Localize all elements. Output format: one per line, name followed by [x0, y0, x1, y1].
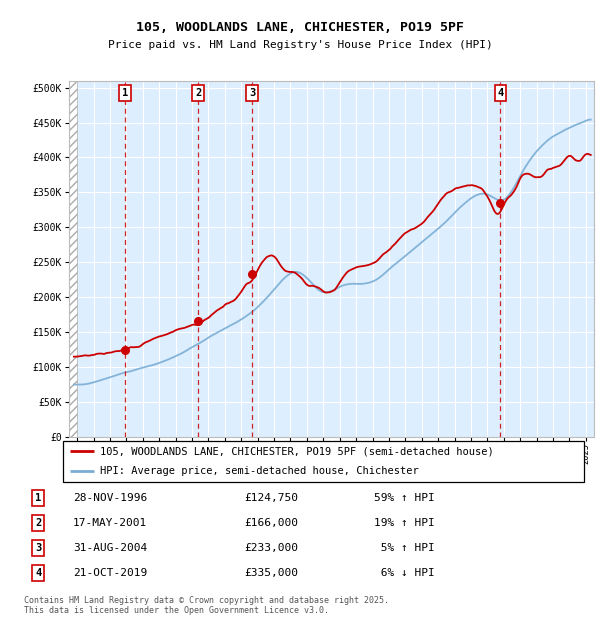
Text: 4: 4 [497, 88, 503, 98]
Text: Contains HM Land Registry data © Crown copyright and database right 2025.
This d: Contains HM Land Registry data © Crown c… [24, 596, 389, 615]
Text: HPI: Average price, semi-detached house, Chichester: HPI: Average price, semi-detached house,… [100, 466, 418, 476]
Text: 28-NOV-1996: 28-NOV-1996 [73, 493, 147, 503]
Text: 2: 2 [195, 88, 201, 98]
Text: 59% ↑ HPI: 59% ↑ HPI [374, 493, 434, 503]
Text: £124,750: £124,750 [244, 493, 298, 503]
Text: 17-MAY-2001: 17-MAY-2001 [73, 518, 147, 528]
Text: £233,000: £233,000 [244, 543, 298, 553]
Text: 19% ↑ HPI: 19% ↑ HPI [374, 518, 434, 528]
Text: 21-OCT-2019: 21-OCT-2019 [73, 569, 147, 578]
Text: 6% ↓ HPI: 6% ↓ HPI [374, 569, 434, 578]
Text: £335,000: £335,000 [244, 569, 298, 578]
FancyBboxPatch shape [62, 441, 584, 482]
Text: 5% ↑ HPI: 5% ↑ HPI [374, 543, 434, 553]
Text: £166,000: £166,000 [244, 518, 298, 528]
Bar [69, 81, 77, 437]
Text: 105, WOODLANDS LANE, CHICHESTER, PO19 5PF (semi-detached house): 105, WOODLANDS LANE, CHICHESTER, PO19 5P… [100, 446, 493, 456]
Text: 31-AUG-2004: 31-AUG-2004 [73, 543, 147, 553]
Text: 2: 2 [35, 518, 41, 528]
Text: Price paid vs. HM Land Registry's House Price Index (HPI): Price paid vs. HM Land Registry's House … [107, 40, 493, 50]
Bar [69, 81, 77, 437]
Text: 1: 1 [122, 88, 128, 98]
Text: 4: 4 [35, 569, 41, 578]
Text: 3: 3 [249, 88, 255, 98]
Text: 105, WOODLANDS LANE, CHICHESTER, PO19 5PF: 105, WOODLANDS LANE, CHICHESTER, PO19 5P… [136, 21, 464, 33]
Text: 1: 1 [35, 493, 41, 503]
Text: 3: 3 [35, 543, 41, 553]
